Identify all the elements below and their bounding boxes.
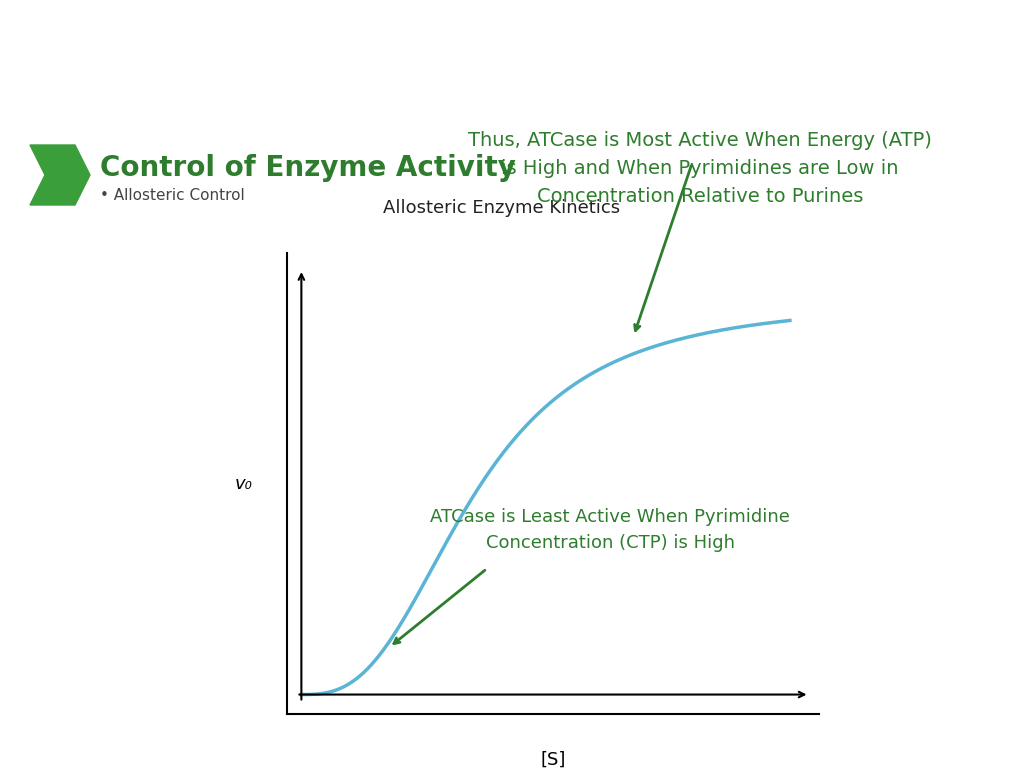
Text: Thus, ATCase is Most Active When Energy (ATP)
is High and When Pyrimidines are L: Thus, ATCase is Most Active When Energy … bbox=[468, 131, 932, 206]
Text: ATCase is Least Active When Pyrimidine
Concentration (CTP) is High: ATCase is Least Active When Pyrimidine C… bbox=[430, 508, 790, 551]
Text: Allosteric Enzyme Kinetics: Allosteric Enzyme Kinetics bbox=[383, 199, 620, 217]
Text: Control of Enzyme Activity: Control of Enzyme Activity bbox=[100, 154, 516, 182]
Polygon shape bbox=[30, 145, 90, 205]
Text: • Allosteric Control: • Allosteric Control bbox=[100, 187, 245, 203]
Text: v₀: v₀ bbox=[236, 475, 253, 493]
Text: [S]: [S] bbox=[541, 751, 565, 768]
